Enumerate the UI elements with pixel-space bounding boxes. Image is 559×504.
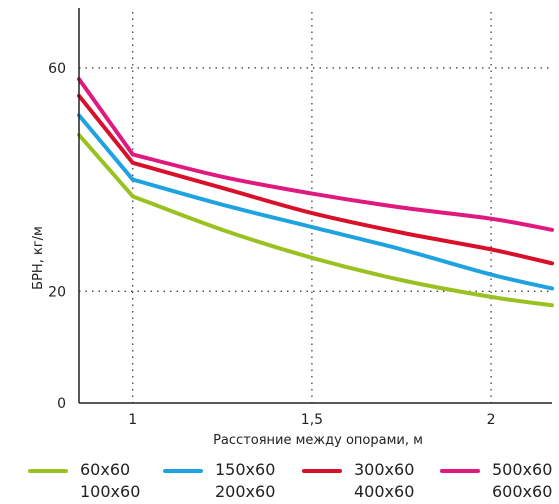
legend-label-2-line1: 150x60 <box>215 460 276 479</box>
legend-swatch-2 <box>163 469 203 473</box>
x-tick-label-3: 2 <box>487 412 496 428</box>
legend-label-1: 60x60 100x60 <box>80 459 140 503</box>
legend-label-4-line1: 500x60 <box>492 460 553 479</box>
legend-label-1-line1: 60x60 <box>80 460 131 479</box>
y-axis-label: БРН, кг/м <box>31 226 46 290</box>
legend-label-4: 500x60 600x60 <box>492 459 552 503</box>
y-tick-label-1: 0 <box>57 396 66 412</box>
legend-swatch-1 <box>28 469 68 473</box>
legend-label-3-line2: 400x60 <box>354 482 415 501</box>
legend-label-1-line2: 100x60 <box>80 482 141 501</box>
legend-label-3: 300x60 400x60 <box>354 459 414 503</box>
legend-label-2-line2: 200x60 <box>215 482 276 501</box>
axes <box>78 8 552 404</box>
tick-labels: 0 20 60 1 1,5 2 <box>48 61 495 428</box>
y-tick-label-3: 60 <box>48 61 66 77</box>
series-group <box>77 77 554 308</box>
series-line-1 <box>77 132 554 308</box>
x-tick-label-1: 1 <box>128 412 137 428</box>
x-tick-label-2: 1,5 <box>301 412 323 428</box>
series-line-4 <box>77 77 554 232</box>
legend-swatch-3 <box>302 469 342 473</box>
chart: 0 20 60 1 1,5 2 Расстояние между опорами, м Б… <box>31 8 554 448</box>
legend-label-3-line1: 300x60 <box>354 460 415 479</box>
grid <box>79 12 552 403</box>
x-axis-label: Расстояние между опорами, м <box>213 433 423 448</box>
legend-swatch-4 <box>440 469 480 473</box>
legend-label-4-line2: 600x60 <box>492 482 553 501</box>
series-line-2 <box>77 113 554 291</box>
series-line-3 <box>77 93 554 266</box>
legend: 60x60 100x60 150x60 200x60 300x60 400x60… <box>0 455 559 504</box>
legend-label-2: 150x60 200x60 <box>215 459 275 503</box>
y-tick-label-2: 20 <box>48 284 66 300</box>
